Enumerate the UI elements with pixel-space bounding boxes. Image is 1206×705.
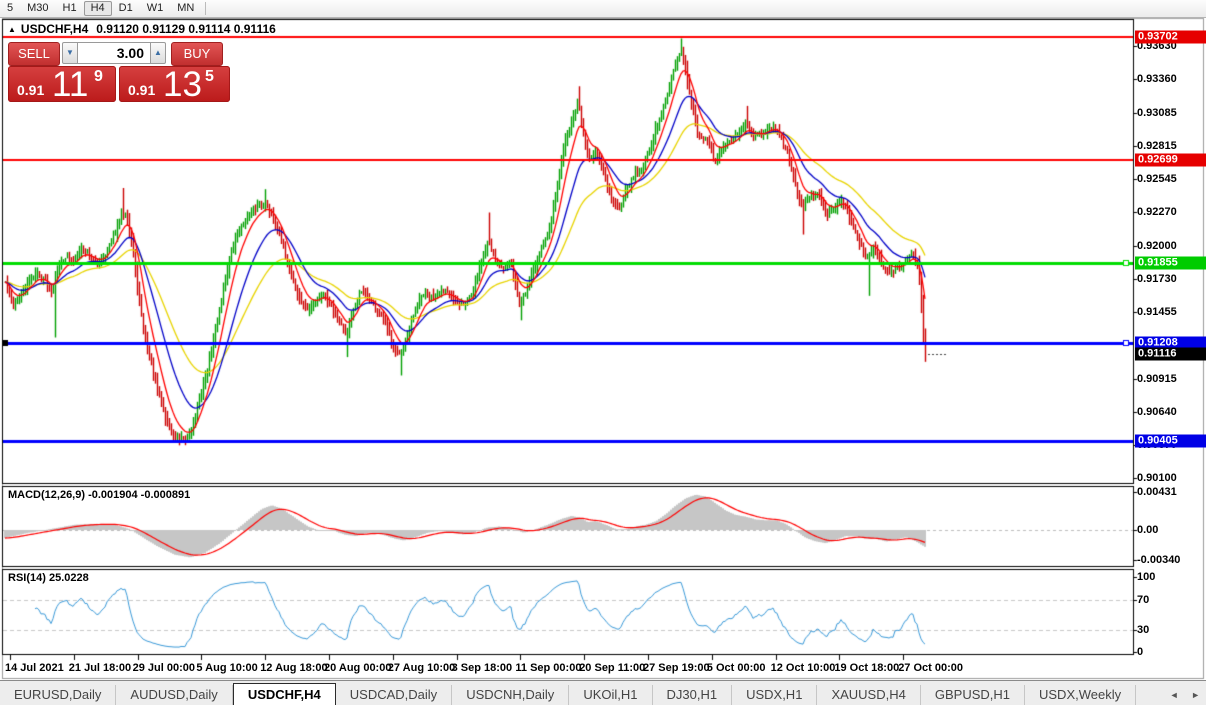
date-tick-label: 29 Jul 00:00: [132, 662, 195, 674]
sell-price-pip: 9: [94, 68, 103, 85]
price-tick-label: 0.90640: [1137, 406, 1177, 419]
chart-tab-dj30[interactable]: DJ30,H1: [653, 685, 733, 705]
volume-decrease-button[interactable]: ▼: [62, 42, 78, 64]
sell-price-panel[interactable]: 0.91 11 9: [8, 65, 116, 104]
timeframe-button-w1[interactable]: W1: [146, 2, 164, 14]
price-level-label: 0.91208: [1135, 336, 1206, 350]
date-tick-label: 12 Aug 18:00: [260, 662, 328, 674]
sell-price-prefix: 0.91: [17, 82, 45, 98]
toolbar-separator: [205, 2, 207, 15]
date-tick-label: 21 Jul 18:00: [68, 662, 132, 674]
price-tick-label: 0.90100: [1137, 472, 1177, 485]
volume-increase-button[interactable]: ▲: [150, 42, 166, 64]
date-tick-label: 27 Oct 00:00: [898, 662, 964, 674]
rsi-indicator-label: RSI(14) 25.0228: [8, 572, 89, 584]
date-tick-label: 14 Jul 2021: [5, 662, 64, 674]
date-tick-label: 27 Aug 10:00: [387, 662, 456, 674]
chart-tab-usdcnh[interactable]: USDCNH,Daily: [452, 685, 570, 705]
collapse-panel-icon[interactable]: ▲: [8, 25, 16, 34]
chart-tab-usdchf[interactable]: USDCHF,H4: [232, 683, 336, 705]
timeframe-button-h1[interactable]: H1: [62, 2, 77, 14]
macd-tick-label: 0.00: [1137, 524, 1159, 536]
date-tick-label: 20 Aug 00:00: [324, 662, 392, 674]
macd-indicator-label: MACD(12,26,9) -0.001904 -0.000891: [8, 489, 191, 501]
date-tick-label: 27 Sep 19:00: [643, 662, 710, 674]
chart-tab-usdx[interactable]: USDX,H1: [732, 685, 818, 705]
price-tick-label: 0.93085: [1137, 106, 1177, 119]
timeframe-button-5[interactable]: 5: [7, 2, 14, 14]
buy-price-pip: 5: [205, 68, 214, 85]
date-tick-label: 3 Sep 18:00: [451, 662, 513, 674]
price-tick-label: 0.92545: [1137, 172, 1177, 185]
price-tick-label: 0.93360: [1137, 72, 1177, 85]
chart-tab-audusd[interactable]: AUDUSD,Daily: [116, 685, 233, 705]
price-tick-label: 0.92000: [1137, 239, 1177, 252]
trade-controls-row: SELL ▼ ▲ BUY: [8, 42, 230, 66]
timeframe-toolbar: 5 M30 H1 H4 D1 W1 MN: [0, 0, 1206, 18]
chart-legend: ▲ USDCHF,H4 0.91120 0.91129 0.91114 0.9111…: [8, 22, 276, 36]
rsi-tick-label: 70: [1137, 593, 1150, 606]
macd-tick-label: -0.00340: [1137, 553, 1181, 566]
trade-prices-row: 0.91 11 9 0.91 13 5: [8, 65, 230, 104]
chart-tab-xauusd[interactable]: XAUUSD,H4: [817, 685, 921, 705]
date-tick-label: 11 Sep 00:00: [515, 662, 582, 674]
scroll-tabs-left-icon[interactable]: ◄: [1169, 690, 1179, 700]
chart-tab-bar: EURUSD,Daily AUDUSD,Daily USDCHF,H4 USDCAD,…: [0, 680, 1206, 705]
price-level-label: 0.91855: [1135, 256, 1206, 270]
date-tick-label: 20 Sep 11:00: [579, 662, 646, 674]
price-level-label: 0.93702: [1135, 30, 1206, 44]
scroll-tabs-right-icon[interactable]: ►: [1191, 690, 1200, 700]
price-tick-label: 0.91455: [1137, 306, 1177, 319]
date-tick-label: 5 Aug 10:00: [196, 662, 258, 674]
chevron-down-icon: ▼: [66, 48, 74, 57]
one-click-trading-panel: SELL ▼ ▲ BUY 0.91 11 9 0.91 13 5: [8, 42, 230, 104]
date-tick-label: 19 Oct 18:00: [834, 662, 900, 674]
chart-tab-gbpusd[interactable]: GBPUSD,H1: [921, 685, 1025, 705]
price-tick-label: 0.92815: [1137, 139, 1177, 152]
sell-price-big: 11: [52, 65, 89, 104]
rsi-tick-label: 30: [1137, 623, 1150, 636]
timeframe-button-d1[interactable]: D1: [118, 2, 133, 14]
price-level-label: 0.91116: [1135, 347, 1206, 361]
price-level-label: 0.90405: [1135, 434, 1206, 448]
buy-price-big: 13: [163, 65, 202, 104]
price-level-label: 0.92699: [1135, 153, 1206, 167]
price-tick-label: 0.90915: [1137, 372, 1177, 385]
timeframe-button-m30[interactable]: M30: [27, 2, 49, 14]
rsi-tick-label: 0: [1137, 646, 1144, 658]
macd-tick-label: 0.00431: [1137, 485, 1177, 498]
chart-tabs: EURUSD,Daily AUDUSD,Daily USDCHF,H4 USDCAD,…: [0, 683, 1137, 705]
rsi-tick-label: 100: [1137, 571, 1156, 583]
chart-tab-usdcad[interactable]: USDCAD,Daily: [336, 685, 453, 705]
chart-ohlc-values: 0.91120 0.91129 0.91114 0.91116: [96, 22, 276, 36]
chart-tab-ukoil[interactable]: UKOil,H1: [569, 685, 653, 705]
chart-symbol-title: USDCHF,H4: [20, 22, 89, 36]
date-tick-label: 5 Oct 00:00: [706, 662, 766, 674]
volume-input[interactable]: [78, 42, 150, 64]
date-tick-label: 12 Oct 10:00: [770, 662, 836, 674]
buy-button[interactable]: BUY: [171, 42, 223, 66]
chart-tab-usdx[interactable]: USDX,Weekly: [1025, 685, 1137, 705]
sell-button[interactable]: SELL: [8, 42, 60, 66]
chart-tab-eurusd[interactable]: EURUSD,Daily: [0, 685, 117, 705]
price-tick-label: 0.91730: [1137, 272, 1177, 285]
buy-price-panel[interactable]: 0.91 13 5: [119, 65, 230, 104]
price-tick-label: 0.92270: [1137, 206, 1177, 219]
buy-price-prefix: 0.91: [128, 82, 156, 98]
chevron-up-icon: ▲: [154, 48, 162, 57]
timeframe-button-h4[interactable]: H4: [83, 1, 112, 16]
tab-scroll-controls: ◄ ►: [1160, 690, 1200, 700]
timeframe-button-mn[interactable]: MN: [177, 2, 195, 14]
